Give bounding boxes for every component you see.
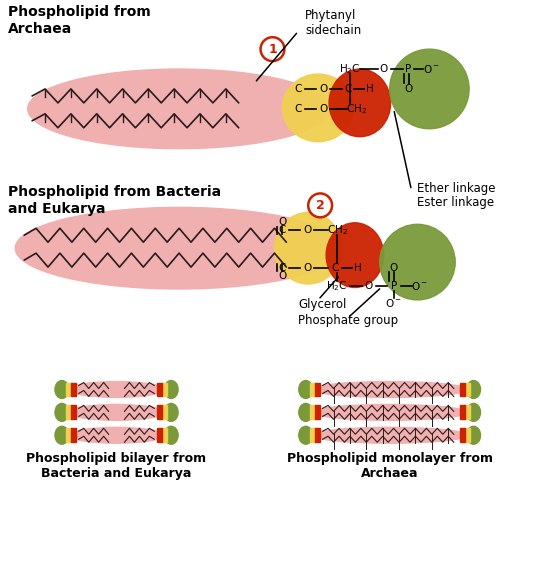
Ellipse shape — [28, 69, 331, 149]
Bar — [71, 382, 76, 396]
Text: C: C — [279, 225, 286, 235]
Text: O: O — [279, 271, 287, 281]
Ellipse shape — [15, 207, 343, 289]
Text: Phospholipid from Bacteria
and Eukarya: Phospholipid from Bacteria and Eukarya — [8, 186, 221, 216]
Text: H$_2$C: H$_2$C — [339, 62, 361, 76]
Bar — [157, 406, 162, 419]
Bar — [463, 382, 469, 396]
Ellipse shape — [313, 404, 467, 420]
Text: O: O — [279, 218, 287, 227]
Ellipse shape — [313, 382, 467, 398]
Text: Phosphate group: Phosphate group — [298, 314, 398, 327]
Bar — [463, 428, 469, 442]
Bar — [66, 382, 72, 396]
Text: H: H — [366, 84, 374, 94]
Bar — [161, 428, 167, 442]
Ellipse shape — [299, 427, 313, 444]
Circle shape — [390, 49, 469, 129]
Text: C: C — [279, 263, 286, 273]
Text: CH$_2$: CH$_2$ — [326, 223, 348, 237]
Ellipse shape — [164, 403, 178, 421]
Ellipse shape — [467, 403, 480, 421]
Ellipse shape — [164, 381, 178, 398]
Text: 1: 1 — [268, 43, 277, 56]
Ellipse shape — [69, 382, 164, 398]
Text: C: C — [295, 84, 302, 94]
Bar — [463, 406, 469, 419]
Bar — [66, 428, 72, 442]
Ellipse shape — [299, 381, 313, 398]
Bar — [66, 406, 72, 419]
Text: H: H — [354, 263, 362, 273]
Bar — [460, 406, 465, 419]
Text: O$^-$: O$^-$ — [411, 280, 428, 292]
Text: Phospholipid monolayer from
Archaea: Phospholipid monolayer from Archaea — [287, 452, 493, 480]
Text: Ether linkage: Ether linkage — [417, 182, 496, 195]
Circle shape — [380, 224, 455, 300]
Ellipse shape — [282, 74, 354, 141]
Ellipse shape — [69, 404, 164, 420]
Ellipse shape — [69, 427, 164, 443]
Text: O$^-$: O$^-$ — [385, 297, 402, 309]
Circle shape — [261, 37, 285, 61]
Text: O: O — [319, 84, 327, 94]
Text: O: O — [404, 84, 413, 94]
Text: C: C — [331, 263, 339, 273]
Bar — [71, 406, 76, 419]
Text: P: P — [391, 281, 397, 291]
Bar — [310, 406, 316, 419]
Ellipse shape — [55, 403, 69, 421]
Bar — [460, 428, 465, 442]
Bar — [310, 382, 316, 396]
Circle shape — [308, 194, 332, 218]
Bar — [314, 382, 320, 396]
Bar — [161, 382, 167, 396]
Text: Glycerol: Glycerol — [298, 298, 347, 311]
Text: O: O — [380, 64, 388, 74]
Text: P: P — [405, 64, 412, 74]
Text: O: O — [303, 263, 311, 273]
Ellipse shape — [55, 427, 69, 444]
Text: O$^-$: O$^-$ — [423, 63, 440, 75]
Ellipse shape — [275, 212, 342, 284]
Bar — [157, 428, 162, 442]
Bar — [314, 406, 320, 419]
Ellipse shape — [164, 427, 178, 444]
Ellipse shape — [55, 381, 69, 398]
Bar — [314, 428, 320, 442]
Text: O: O — [390, 263, 398, 273]
Ellipse shape — [467, 381, 480, 398]
Ellipse shape — [313, 427, 467, 443]
Text: CH$_2$: CH$_2$ — [347, 102, 367, 116]
Text: O: O — [364, 281, 373, 291]
Bar — [310, 428, 316, 442]
Text: Phytanyl
sidechain: Phytanyl sidechain — [305, 9, 362, 37]
Bar — [157, 382, 162, 396]
Text: O: O — [319, 104, 327, 114]
Bar — [161, 406, 167, 419]
Text: O: O — [303, 225, 311, 235]
Text: H$_2$C: H$_2$C — [326, 279, 348, 293]
Text: Phospholipid from
Archaea: Phospholipid from Archaea — [8, 5, 151, 36]
Bar — [71, 428, 76, 442]
Ellipse shape — [326, 223, 384, 287]
Bar — [460, 382, 465, 396]
Text: Ester linkage: Ester linkage — [417, 196, 494, 209]
Ellipse shape — [299, 403, 313, 421]
Text: C: C — [344, 84, 351, 94]
Text: C: C — [295, 104, 302, 114]
Text: Phospholipid bilayer from
Bacteria and Eukarya: Phospholipid bilayer from Bacteria and E… — [27, 452, 207, 480]
Ellipse shape — [329, 69, 391, 137]
Text: 2: 2 — [316, 199, 325, 212]
Ellipse shape — [467, 427, 480, 444]
